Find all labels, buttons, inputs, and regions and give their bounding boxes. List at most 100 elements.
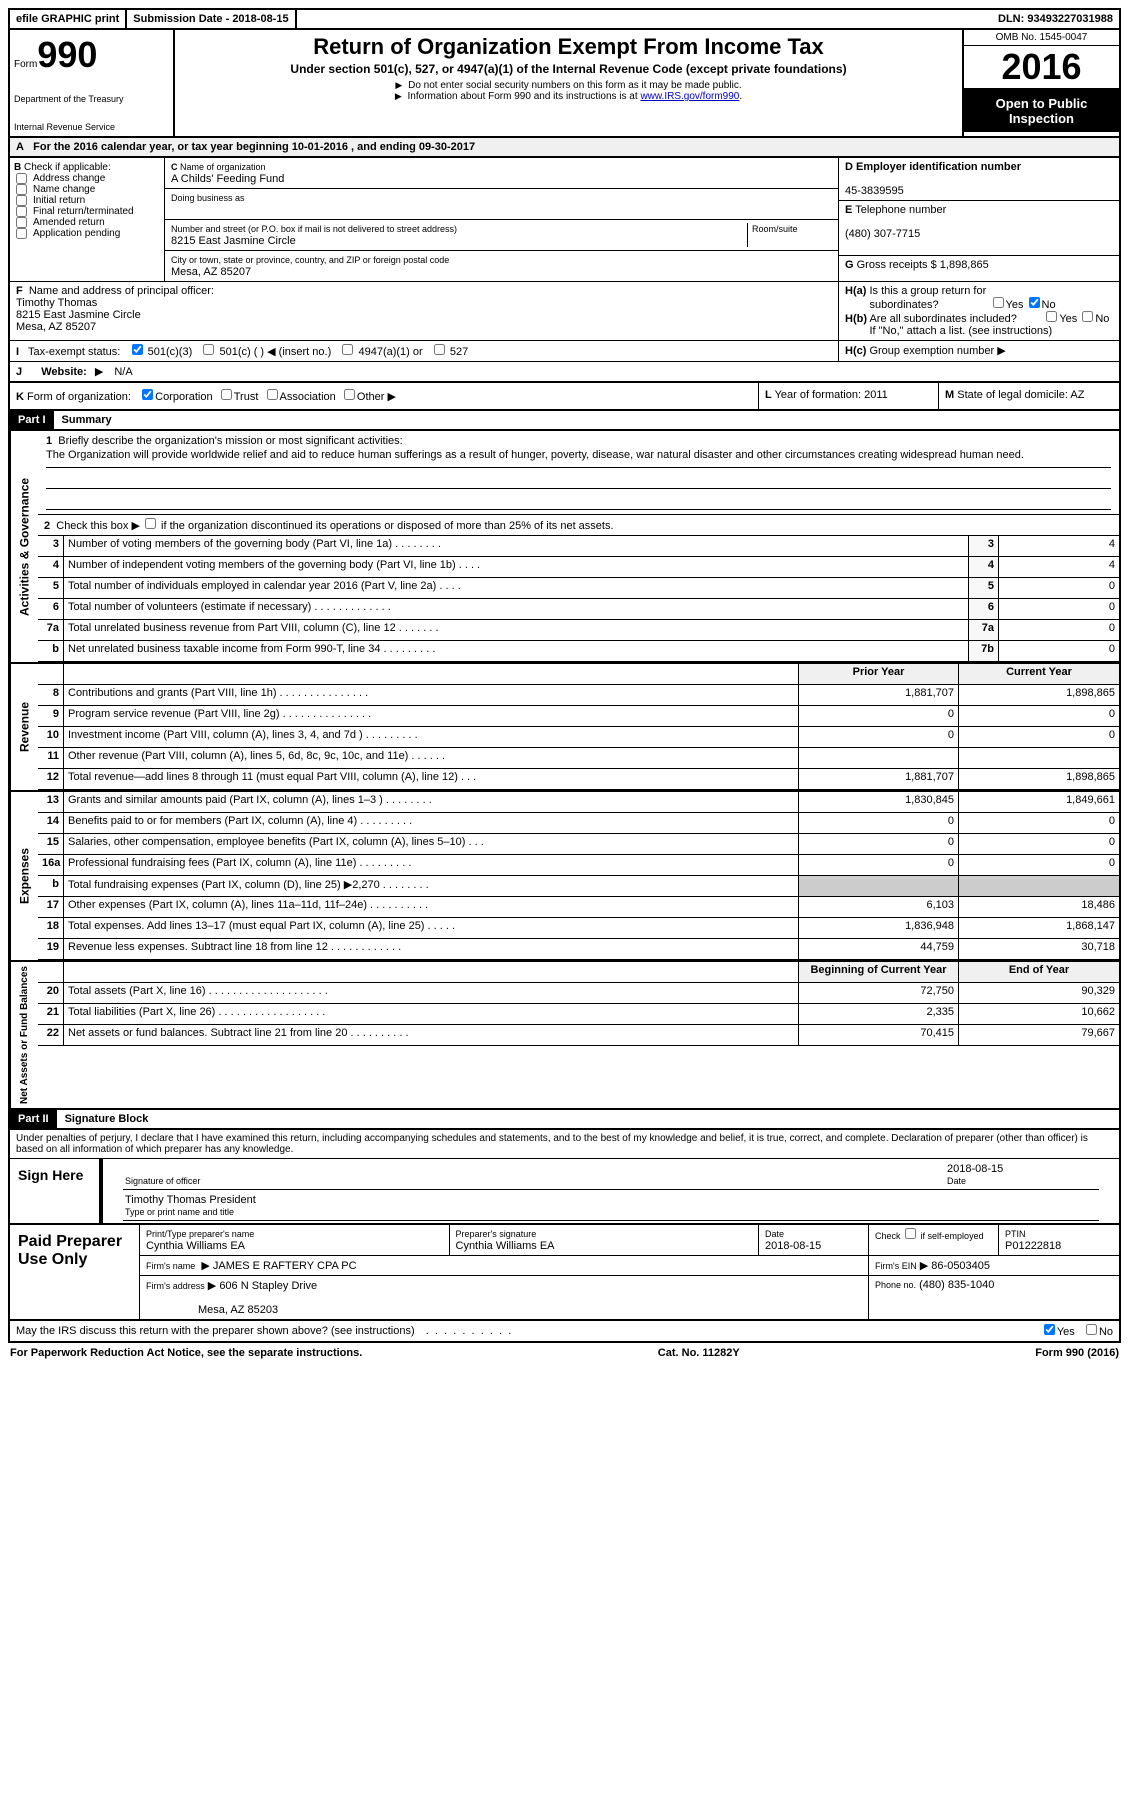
form-number: 990 [37,34,97,75]
firm-name: JAMES E RAFTERY CPA PC [213,1260,357,1272]
dln: DLN: 93493227031988 [998,13,1113,25]
name-label: Name of organization [180,162,266,172]
summary-row: 21Total liabilities (Part X, line 26) . … [38,1004,1119,1025]
letter-g: G [845,259,854,271]
checkbox-amended[interactable] [16,217,27,228]
checkbox-other[interactable] [344,389,355,400]
subtitle: Under section 501(c), 527, or 4947(a)(1)… [183,62,954,76]
officer-name: Timothy Thomas [16,297,97,309]
checkbox-501c3[interactable] [132,344,143,355]
insert-no: (insert no.) [279,346,332,358]
checkbox-hb-yes[interactable] [1046,311,1057,322]
letter-i: I [16,346,19,358]
letter-j: J [16,366,22,378]
summary-row: 14Benefits paid to or for members (Part … [38,813,1119,834]
form-header: Form990 Department of the Treasury Inter… [8,30,1121,138]
summary-row: bTotal fundraising expenses (Part IX, co… [38,876,1119,897]
firm-addr: 606 N Stapley Drive [219,1280,317,1292]
summary-row: 16aProfessional fundraising fees (Part I… [38,855,1119,876]
side-net: Net Assets or Fund Balances [10,962,38,1108]
gross-value: 1,898,865 [940,259,989,271]
tax-year-range: For the 2016 calendar year, or tax year … [33,141,475,153]
opt-501c: 501(c) ( ) [219,346,264,358]
part1-header: Part I [10,411,54,429]
arrow-icon [395,91,405,102]
checkbox-assoc[interactable] [267,389,278,400]
summary-row: 15Salaries, other compensation, employee… [38,834,1119,855]
checkbox-501c[interactable] [203,344,214,355]
line2b: if the organization discontinued its ope… [161,520,614,532]
checkbox-hb-no[interactable] [1082,311,1093,322]
prep-date: 2018-08-15 [765,1240,821,1252]
dept-irs: Internal Revenue Service [14,122,169,132]
checkbox-discuss-no[interactable] [1086,1324,1097,1335]
phone-value: (480) 307-7715 [845,228,920,240]
org-name: A Childs' Feeding Fund [171,173,284,185]
firm-phone-label: Phone no. [875,1280,916,1290]
arrow-icon [395,80,405,91]
checkbox-initial-return[interactable] [16,195,27,206]
ha-sub: subordinates? [869,299,938,311]
prep-sig-label: Preparer's signature [456,1229,537,1239]
gross-label: Gross receipts $ [857,259,937,271]
summary-row: 4Number of independent voting members of… [38,557,1119,578]
domicile-label: State of legal domicile: [957,389,1068,401]
checkbox-final-return[interactable] [16,206,27,217]
opt-address-change: Address change [33,173,105,184]
hdr-end: End of Year [959,962,1119,982]
omb-number: OMB No. 1545-0047 [964,30,1119,46]
checkbox-self-emp[interactable] [905,1228,916,1239]
summary-row: bNet unrelated business taxable income f… [38,641,1119,662]
letter-d: D [845,161,853,173]
letter-e: E [845,204,852,216]
letter-hb: H(b) [845,313,867,325]
checkbox-corp[interactable] [142,389,153,400]
domicile-value: AZ [1070,389,1084,401]
org-city: Mesa, AZ 85207 [171,266,251,278]
opt-pending: Application pending [33,228,120,239]
paid-prep-label: Paid Preparer Use Only [10,1225,140,1319]
checkbox-address-change[interactable] [16,173,27,184]
opt-4947: 4947(a)(1) or [358,346,422,358]
hc-label: Group exemption number [869,345,994,357]
letter-ha: H(a) [845,285,866,297]
ein-value: 45-3839595 [845,185,904,197]
checkbox-trust[interactable] [221,389,232,400]
checkbox-ha-yes[interactable] [993,297,1004,308]
checkbox-pending[interactable] [16,228,27,239]
checkbox-discontinued[interactable] [145,518,156,529]
open-public-2: Inspection [1009,111,1074,126]
summary-row: 6Total number of volunteers (estimate if… [38,599,1119,620]
instruction-2: Information about Form 990 and its instr… [408,91,638,102]
checkbox-4947[interactable] [342,344,353,355]
form-footer: Form 990 (2016) [1035,1347,1119,1359]
ein-label: Employer identification number [856,161,1021,173]
checkbox-discuss-yes[interactable] [1044,1324,1055,1335]
side-governance: Activities & Governance [10,431,38,662]
opt-527: 527 [450,346,468,358]
irs-link[interactable]: www.IRS.gov/form990 [640,91,739,102]
phone-label: Telephone number [855,204,946,216]
ha-label: Is this a group return for [869,285,986,297]
opt-initial-return: Initial return [33,195,85,206]
hb-label: Are all subordinates included? [869,313,1016,325]
form-org-label: Form of organization: [27,391,131,403]
checkbox-ha-no[interactable] [1029,297,1040,308]
submission-date: Submission Date - 2018-08-15 [133,13,288,25]
org-address: 8215 East Jasmine Circle [171,235,296,247]
summary-row: 20Total assets (Part X, line 16) . . . .… [38,983,1119,1004]
org-info-grid: B Check if applicable: Address change Na… [8,158,1121,282]
checkbox-527[interactable] [434,344,445,355]
sig-officer-label: Signature of officer [125,1176,200,1186]
sign-here-label: Sign Here [10,1159,100,1223]
letter-f: F [16,285,23,297]
website-label: Website: [41,366,87,378]
sig-date: 2018-08-15 [947,1163,1003,1175]
firm-addr-label: Firm's address [146,1281,205,1291]
opt-501c3: 501(c)(3) [148,346,193,358]
opt-name-change: Name change [33,184,95,195]
paperwork-notice: For Paperwork Reduction Act Notice, see … [10,1347,362,1359]
letter-l: L [765,389,772,401]
checkbox-name-change[interactable] [16,184,27,195]
summary-row: 11Other revenue (Part VIII, column (A), … [38,748,1119,769]
